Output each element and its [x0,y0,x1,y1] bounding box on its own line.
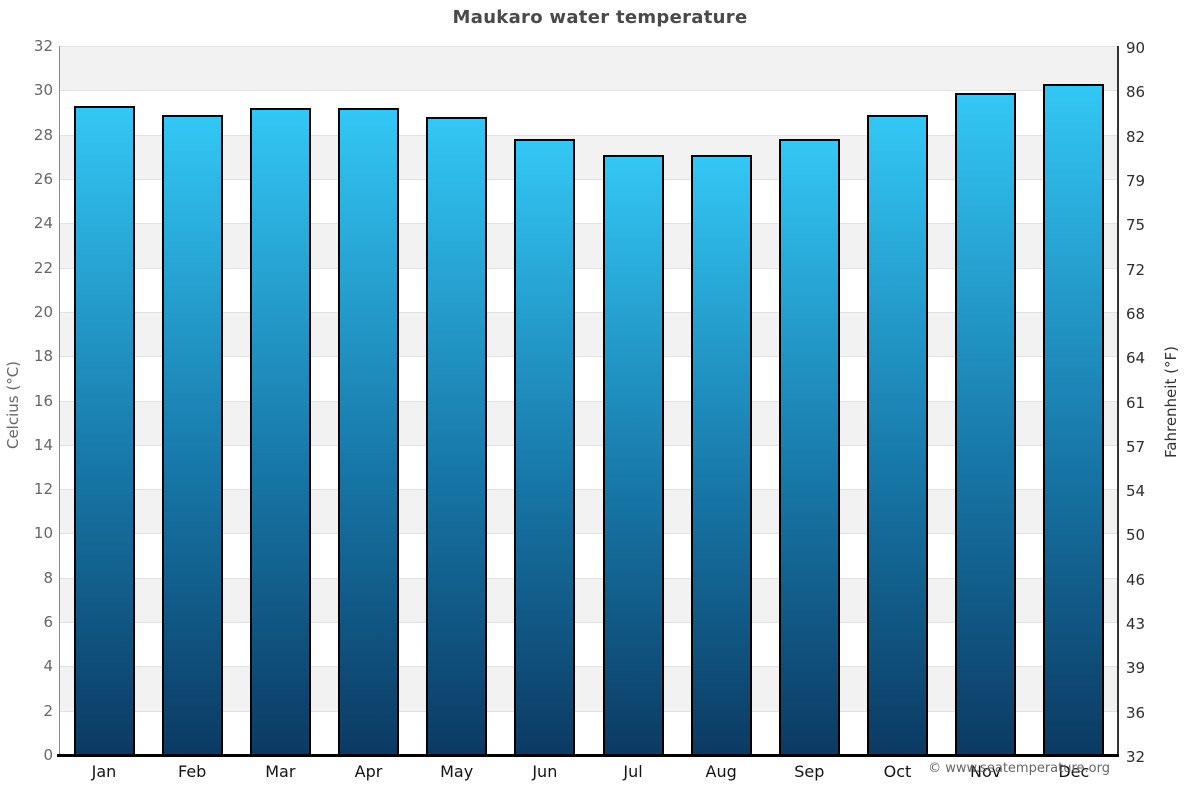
bar-oct [867,114,929,755]
grid-band [60,533,1118,578]
y-axis-line-right [1117,46,1119,755]
grid-band [60,400,1118,445]
bar-dec [1043,83,1105,755]
celsius-tick-label: 14 [33,435,53,454]
month-label-sep: Sep [794,762,825,781]
month-label-nov: Nov [970,762,1002,781]
plot-area [60,46,1118,755]
month-label-jun: Jun [532,762,558,781]
celsius-tick-label: 2 [43,701,53,720]
grid-band [60,489,1118,534]
grid-band [60,178,1118,224]
month-label-aug: Aug [705,762,737,781]
celsius-tick-label: 28 [33,125,53,144]
bar-jul [602,154,664,755]
grid-band [60,577,1118,623]
fahrenheit-tick-label: 46 [1126,570,1146,589]
grid-band [60,46,1118,91]
celsius-tick-label: 6 [43,613,53,632]
celsius-tick-label: 20 [33,302,53,321]
x-axis-line [57,754,1119,757]
month-label-dec: Dec [1058,762,1090,781]
grid-band [60,710,1118,755]
bar-mar [249,108,311,755]
celsius-tick-label: 16 [33,391,53,410]
fahrenheit-tick-label: 57 [1126,437,1146,456]
grid-band [60,666,1118,711]
y-axis-title-fahrenheit: Fahrenheit (°F) [1162,346,1180,458]
grid-band [60,311,1118,357]
fahrenheit-tick-label: 61 [1126,393,1146,412]
bar-jan [73,105,135,755]
celsius-tick-label: 4 [43,657,53,676]
celsius-tick-label: 26 [33,169,53,188]
fahrenheit-tick-label: 82 [1126,127,1146,146]
fahrenheit-tick-label: 68 [1126,304,1146,323]
bar-sep [778,139,840,755]
celsius-tick-label: 22 [33,258,53,277]
fahrenheit-tick-label: 79 [1126,171,1146,190]
month-label-mar: Mar [265,762,296,781]
fahrenheit-tick-label: 72 [1126,260,1146,279]
celsius-tick-label: 0 [43,746,53,764]
bar-jun [514,139,576,755]
month-label-jan: Jan [91,762,117,781]
copyright-text: © www.seatemperature.org [928,761,1110,776]
bar-aug [690,154,752,755]
grid-band [60,444,1118,490]
celsius-tick-label: 30 [33,81,53,100]
fahrenheit-tick-label: 50 [1126,526,1146,545]
celsius-tick-label: 12 [33,480,53,499]
bar-feb [161,114,223,755]
grid-band [60,134,1118,179]
month-label-feb: Feb [177,762,207,781]
celsius-tick-label: 24 [33,214,53,233]
fahrenheit-tick-label: 32 [1126,748,1146,766]
grid-band [60,90,1118,135]
fahrenheit-tick-label: 64 [1126,349,1146,368]
grid-band [60,223,1118,268]
grid-band [60,356,1118,401]
y-axis-title-celsius: Celcius (°C) [4,360,22,450]
celsius-tick-label: 18 [33,347,53,366]
fahrenheit-tick-label: 39 [1126,659,1146,678]
chart-title: Maukaro water temperature [452,7,748,28]
celsius-tick-label: 10 [33,524,53,543]
month-label-jul: Jul [623,762,643,781]
fahrenheit-tick-label: 90 [1126,39,1146,57]
fahrenheit-tick-label: 36 [1126,703,1146,722]
month-label-apr: Apr [354,762,383,781]
bar-nov [955,92,1017,755]
celsius-tick-label: 32 [33,37,53,55]
fahrenheit-tick-label: 43 [1126,615,1146,634]
month-label-oct: Oct [883,762,912,781]
bar-apr [338,108,400,755]
fahrenheit-tick-label: 54 [1126,482,1146,501]
fahrenheit-tick-label: 86 [1126,83,1146,102]
grid-band [60,267,1118,312]
celsius-tick-label: 8 [43,568,53,587]
bar-may [426,116,488,755]
month-label-may: May [440,762,474,781]
grid-band [60,622,1118,667]
fahrenheit-tick-label: 75 [1126,216,1146,235]
y-axis-line-left [59,46,60,755]
